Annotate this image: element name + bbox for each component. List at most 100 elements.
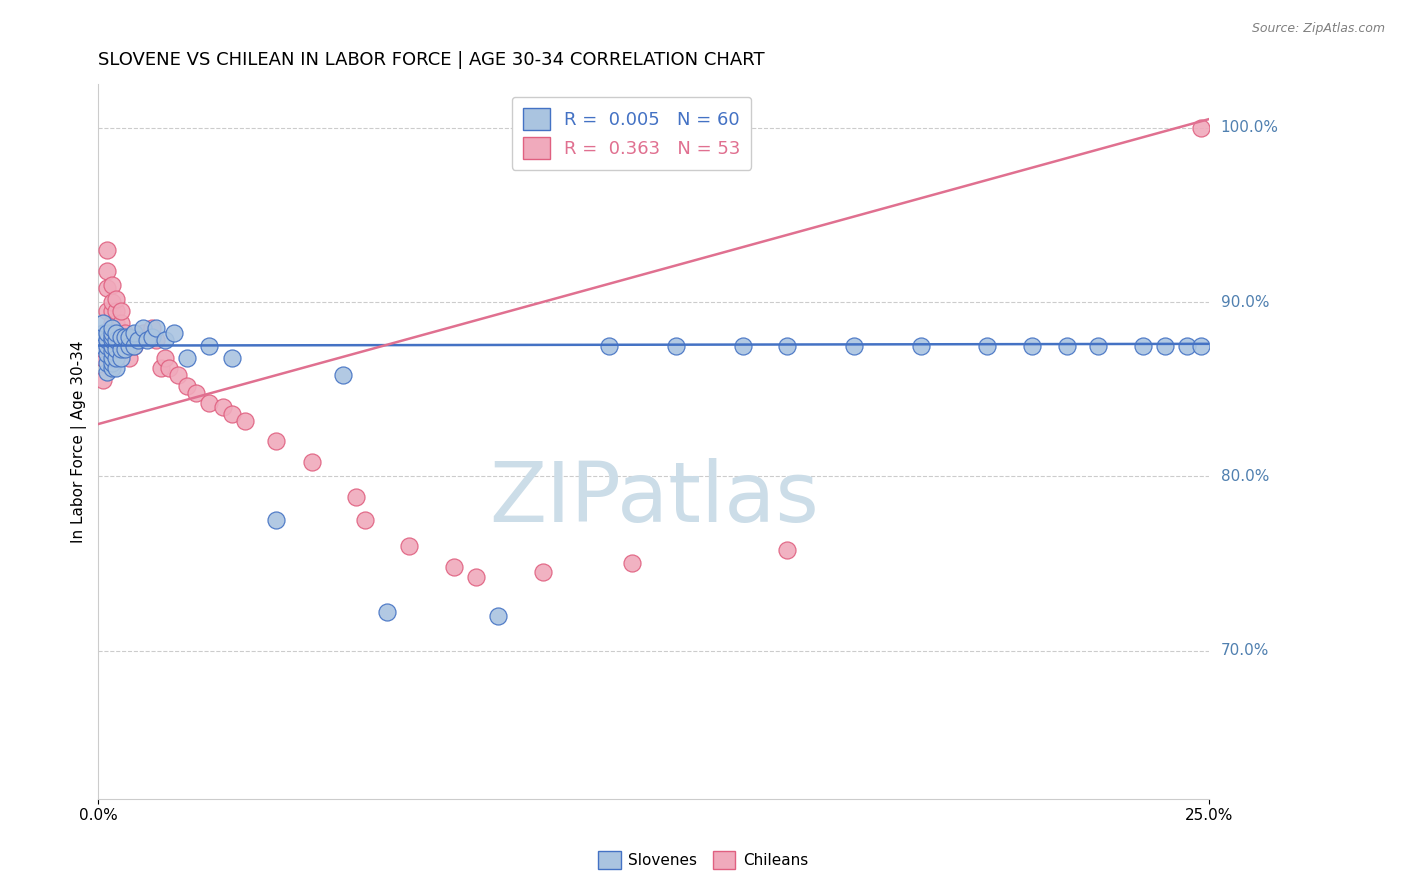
Point [118,330,141,344]
Point [96,326,118,341]
Point [153,351,176,365]
Point [776,542,799,557]
Point [100,343,122,358]
Point [100,295,122,310]
Point [1154,338,1177,352]
Point [96,303,118,318]
Point [1189,120,1212,135]
Point [110,330,132,344]
Point [100,356,122,370]
Point [96,281,118,295]
Point [332,368,354,383]
Point [1175,338,1198,352]
Point [91,373,114,387]
Point [91,342,114,356]
Point [443,560,465,574]
Point [149,361,172,376]
Point [100,338,122,352]
Point [100,316,122,330]
Point [100,334,122,348]
Point [91,338,114,352]
Point [105,316,128,330]
Point [114,342,136,356]
Point [976,338,998,352]
Point [264,513,287,527]
Point [145,334,167,348]
Point [731,338,754,352]
Text: 90.0%: 90.0% [1220,294,1270,310]
Point [114,326,136,341]
Point [110,351,132,365]
Text: 70.0%: 70.0% [1220,643,1268,658]
Point [141,321,163,335]
Point [105,351,128,365]
Point [531,565,554,579]
Point [100,326,122,341]
Text: SLOVENE VS CHILEAN IN LABOR FORCE | AGE 30-34 CORRELATION CHART: SLOVENE VS CHILEAN IN LABOR FORCE | AGE … [98,51,765,69]
Point [100,326,122,341]
Point [132,326,155,341]
Point [105,303,128,318]
Point [122,326,145,341]
Point [665,338,688,352]
Point [122,338,145,352]
Point [91,351,114,365]
Point [776,338,799,352]
Point [100,321,122,335]
Point [1021,338,1043,352]
Point [163,326,186,341]
Point [114,330,136,344]
Point [122,338,145,352]
Point [842,338,865,352]
Legend: R =  0.005   N = 60, R =  0.363   N = 53: R = 0.005 N = 60, R = 0.363 N = 53 [512,96,751,169]
Point [198,338,221,352]
Point [1132,338,1154,352]
Point [176,378,198,392]
Point [96,356,118,370]
Point [910,338,932,352]
Point [110,342,132,356]
Point [110,316,132,330]
Point [110,330,132,344]
Text: ZIPatlas: ZIPatlas [489,458,818,539]
Point [184,385,207,400]
Point [486,608,509,623]
Point [118,351,141,365]
Point [141,330,163,344]
Point [100,277,122,292]
Point [398,539,420,553]
Point [105,334,128,348]
Point [96,347,118,361]
Point [100,361,122,376]
Point [211,400,233,414]
Point [198,396,221,410]
Point [145,321,167,335]
Point [105,342,128,356]
Point [301,455,323,469]
Y-axis label: In Labor Force | Age 30-34: In Labor Force | Age 30-34 [72,340,87,542]
Point [96,365,118,379]
Point [1056,338,1078,352]
Point [465,570,488,584]
Point [105,326,128,341]
Legend: Slovenes, Chileans: Slovenes, Chileans [592,845,814,875]
Point [598,338,620,352]
Point [96,263,118,277]
Point [114,338,136,352]
Point [233,413,256,427]
Point [100,338,122,352]
Text: Source: ZipAtlas.com: Source: ZipAtlas.com [1251,22,1385,36]
Point [127,334,149,348]
Point [105,326,128,341]
Point [221,407,243,421]
Point [1189,338,1212,352]
Point [110,303,132,318]
Point [221,351,243,365]
Text: 80.0%: 80.0% [1220,469,1268,483]
Point [96,243,118,257]
Point [159,361,181,376]
Point [118,338,141,352]
Point [100,303,122,318]
Point [167,368,190,383]
Point [132,321,155,335]
